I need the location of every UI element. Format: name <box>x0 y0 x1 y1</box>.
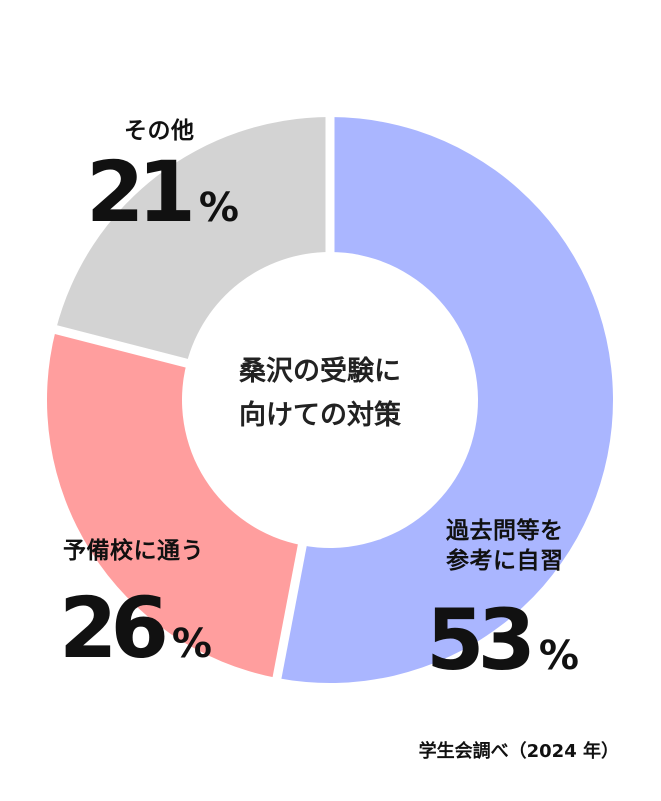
center-title-line-1: 桑沢の受験に <box>239 356 401 387</box>
slice-label-other-name: その他 <box>124 118 195 144</box>
percent-sign-prep-school: % <box>171 621 212 667</box>
slice-value-prep-school: 26 <box>59 579 169 677</box>
percent-sign-self-study: % <box>538 633 579 679</box>
slice-prep-school <box>46 329 303 678</box>
source-note: 学生会調べ（2024 年） <box>418 741 619 762</box>
slice-self-study <box>276 117 614 683</box>
slice-label-other: その他 21 % <box>86 116 239 234</box>
slice-separator <box>50 324 192 369</box>
slice-value-other: 21 <box>86 143 196 241</box>
slice-label-self-study: 過去問等を 参考に自習 <box>446 516 564 576</box>
center-title-line-2: 向けての対策 <box>239 400 401 431</box>
slice-label-self-study-line-2: 参考に自習 <box>446 548 564 574</box>
slice-label-prep-school-value: 26 % <box>59 586 212 670</box>
slice-value-self-study: 53 <box>426 591 536 689</box>
chart-center-title: 桑沢の受験に 向けての対策 <box>200 350 440 438</box>
slice-label-other-value: 21 % <box>86 150 239 234</box>
slice-label-self-study-line-1: 過去問等を <box>446 518 564 544</box>
slice-separator <box>271 540 308 683</box>
slice-label-prep-school: 予備校に通う 26 % <box>59 536 212 670</box>
slice-other <box>55 117 331 364</box>
percent-sign-other: % <box>198 185 239 231</box>
slice-label-prep-school-name: 予備校に通う <box>63 538 204 564</box>
slice-label-self-study-value: 53 % <box>426 598 579 682</box>
